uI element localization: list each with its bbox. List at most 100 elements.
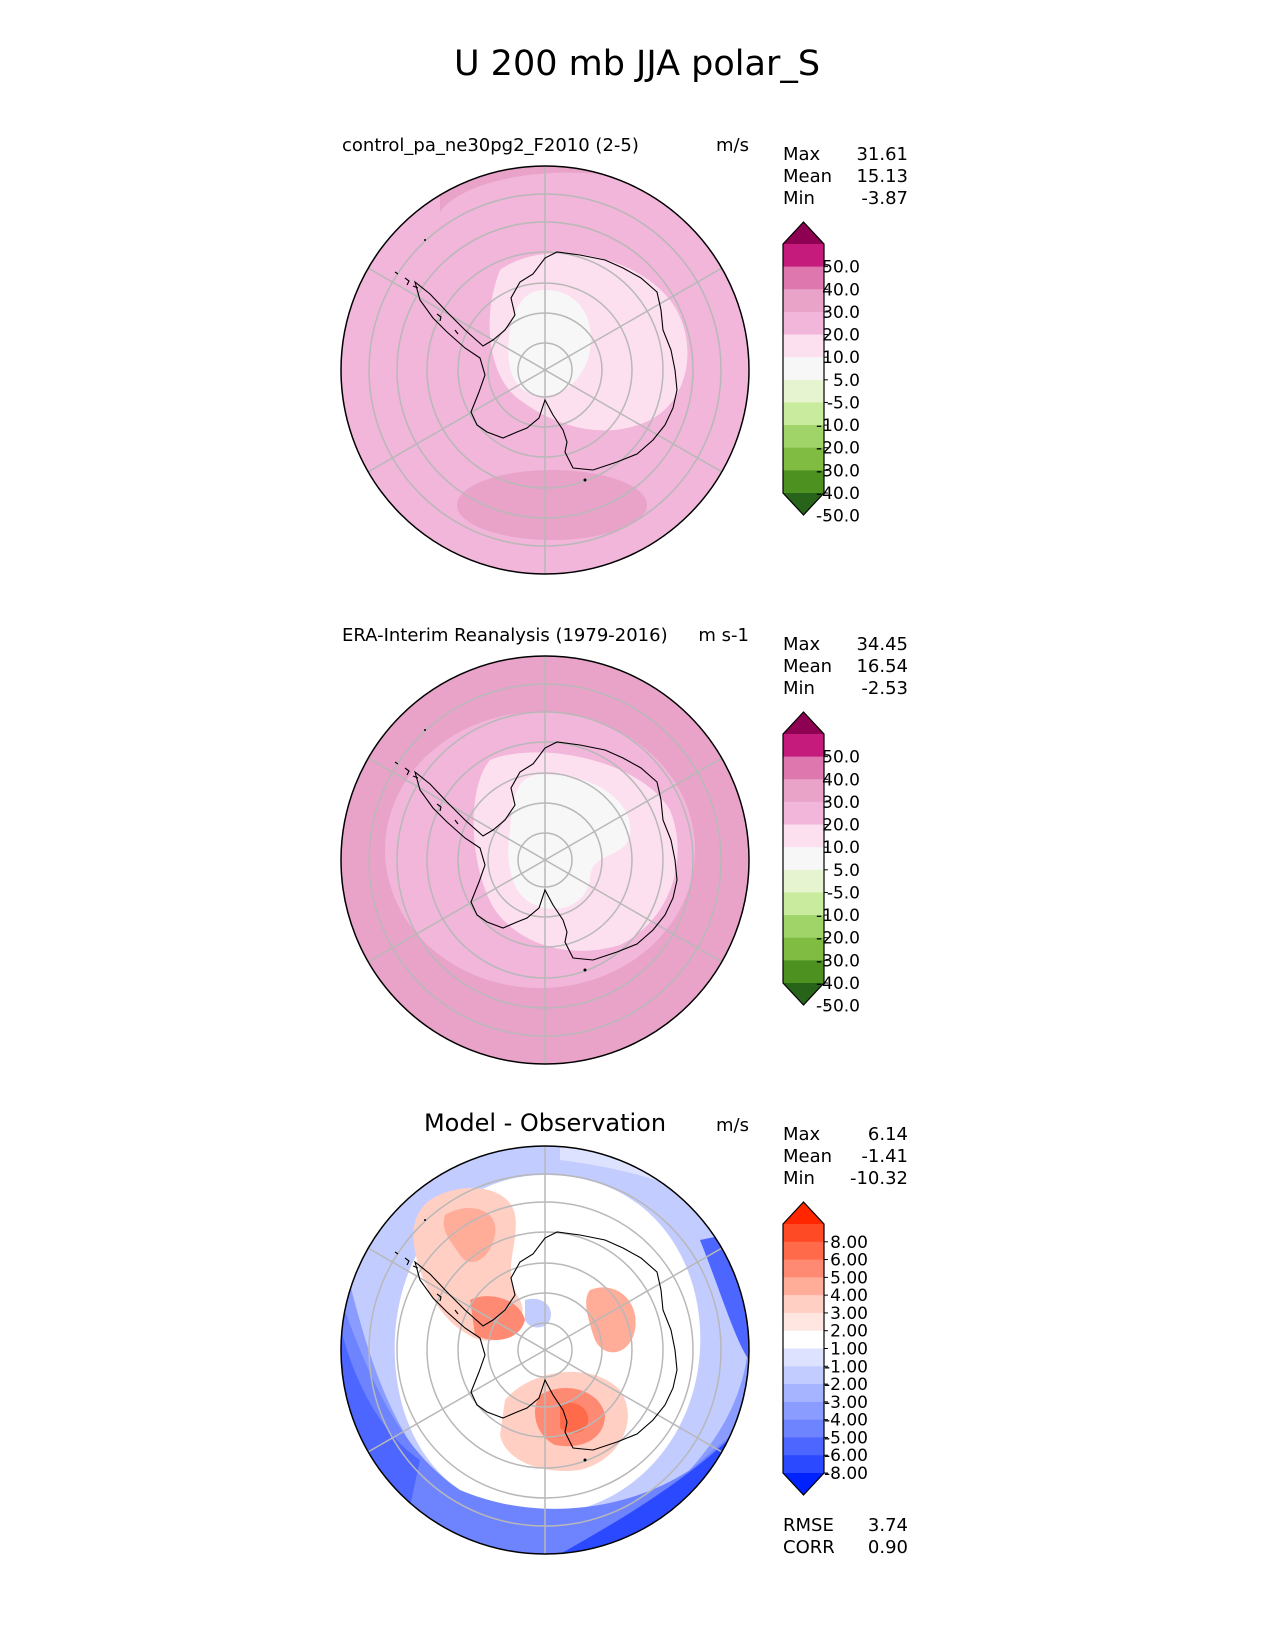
svg-text:Mean: Mean (783, 656, 832, 677)
colorbar-2-tick-label: -2.00 (824, 1375, 868, 1395)
panel-obs-units: m s-1 (698, 625, 749, 646)
colorbar-1-tick-label: -5.0 (827, 883, 860, 903)
colorbar-2-segment (783, 1348, 824, 1367)
colorbar-2-segment (783, 1312, 824, 1332)
colorbar-1-segment (783, 801, 824, 826)
colorbar-2-segment (783, 1419, 824, 1438)
panel-diff-units: m/s (716, 1115, 749, 1136)
panel-obs-colorbar: 50.040.0 30.0 20.010.0 5.0-5.0 -10.0 -20.0-30… (782, 711, 860, 1017)
colorbar-0-tick-label: -50.0 (816, 507, 860, 527)
colorbar-0-segment (783, 425, 824, 449)
colorbar-2-segment (783, 1241, 824, 1261)
colorbar-2-tick-label: 1.00 (830, 1340, 868, 1360)
svg-text:-10.32: -10.32 (850, 1168, 908, 1189)
panel-diff-metrics: RMSE 3.74 CORR 0.90 (783, 1515, 908, 1558)
colorbar-1-segment (783, 779, 824, 803)
colorbar-1-extend-min (783, 983, 824, 1005)
colorbar-2-segment (783, 1401, 824, 1421)
svg-text:-1.41: -1.41 (861, 1146, 908, 1167)
panel-diff-colorbar: 8.006.005.004.003.002.001.00-1.00-2.00-3… (782, 1201, 868, 1496)
svg-text:31.61: 31.61 (856, 144, 908, 165)
panel-obs: ERA-Interim Reanalysis (1979-2016) m s-1… (340, 625, 908, 1065)
colorbar-2-segment (783, 1277, 824, 1296)
svg-text:Max: Max (783, 144, 821, 165)
figure-title: U 200 mb JJA polar_S (454, 44, 820, 84)
colorbar-1-tick-label: 40.0 (822, 770, 860, 790)
panel-diff: Model - Observation m/s (340, 1109, 908, 1558)
svg-text:Min: Min (783, 188, 815, 209)
colorbar-2-tick-label: -1.00 (824, 1357, 868, 1377)
svg-text:-2.53: -2.53 (861, 678, 908, 699)
colorbar-2-tick-label: 4.00 (830, 1286, 868, 1306)
panel-model-units: m/s (716, 135, 749, 156)
svg-text:16.54: 16.54 (856, 656, 908, 677)
colorbar-1-tick-label: 5.0 (833, 861, 860, 881)
colorbar-2-segment (783, 1224, 824, 1243)
colorbar-1-segment (783, 937, 824, 961)
colorbar-0-segment (783, 289, 824, 313)
panel-obs-title: ERA-Interim Reanalysis (1979-2016) (342, 625, 668, 646)
svg-text:Max: Max (783, 1124, 821, 1145)
colorbar-2-tick-label: -3.00 (824, 1393, 868, 1413)
colorbar-0-tick-label: -40.0 (816, 484, 860, 504)
colorbar-1-tick-label: 30.0 (822, 793, 860, 813)
colorbar-2-tick-label: -4.00 (824, 1411, 868, 1431)
svg-text:Mean: Mean (783, 166, 832, 187)
panel-model-colorbar: 50.040.0 30.0 20.010.0 5.0-5.0 -10.0 -20.0-30… (782, 221, 860, 527)
svg-text:RMSE: RMSE (783, 1515, 834, 1536)
colorbar-1-tick-label: 10.0 (822, 838, 860, 858)
colorbar-0-tick-label: 20.0 (822, 326, 860, 346)
colorbar-0-tick-label: 50.0 (822, 258, 860, 278)
colorbar-2-tick-label: 2.00 (830, 1322, 868, 1342)
svg-text:6.14: 6.14 (868, 1124, 908, 1145)
panel-diff-stats: Max 6.14 Mean -1.41 Min -10.32 (783, 1124, 908, 1189)
colorbar-0-tick-label: 5.0 (833, 371, 860, 391)
panel-obs-graticule (367, 656, 723, 1064)
colorbar-2-segment (783, 1366, 824, 1385)
colorbar-0-segment (783, 447, 824, 471)
colorbar-1-segment (783, 824, 824, 848)
colorbar-0-tick-label: -20.0 (816, 439, 860, 459)
colorbar-1-segment (783, 960, 824, 984)
svg-text:34.45: 34.45 (856, 634, 908, 655)
colorbar-1-tick-label: -10.0 (816, 906, 860, 926)
panel-model-graticule (367, 166, 723, 574)
colorbar-0-extend-min (783, 493, 824, 515)
colorbar-0-tick-label: 30.0 (822, 303, 860, 323)
svg-text:0.90: 0.90 (868, 1537, 908, 1558)
colorbar-1-segment (783, 892, 824, 916)
colorbar-1-tick-label: -50.0 (816, 997, 860, 1017)
colorbar-0-segment (783, 334, 824, 358)
colorbar-0-tick-label: -10.0 (816, 416, 860, 436)
panel-diff-graticule (367, 1146, 723, 1554)
svg-text:-3.87: -3.87 (861, 188, 908, 209)
colorbar-2-tick-label: 5.00 (830, 1268, 868, 1288)
colorbar-1-tick-label: -40.0 (816, 974, 860, 994)
colorbar-0-tick-label: -5.0 (827, 393, 860, 413)
colorbar-2-tick-label: -6.00 (824, 1446, 868, 1466)
svg-text:CORR: CORR (783, 1537, 835, 1558)
panel-model: control_pa_ne30pg2_F2010 (2-5) m/s Max 3… (340, 135, 908, 575)
panel-obs-stats: Max 34.45 Mean 16.54 Min -2.53 (783, 634, 908, 699)
svg-text:Min: Min (783, 678, 815, 699)
colorbar-1-segment (783, 756, 824, 780)
colorbar-2-tick-label: 8.00 (830, 1233, 868, 1253)
colorbar-1-segment (783, 847, 824, 871)
colorbar-1-extend-max (783, 712, 824, 734)
colorbar-0-tick-label: -30.0 (816, 461, 860, 481)
colorbar-2-segment (783, 1455, 824, 1474)
colorbar-0-tick-label: 40.0 (822, 280, 860, 300)
colorbar-0-segment (783, 402, 824, 426)
panel-diff-title: Model - Observation (424, 1109, 666, 1137)
colorbar-2-segment (783, 1259, 824, 1278)
colorbar-2-segment (783, 1437, 824, 1456)
panel-model-stats: Max 31.61 Mean 15.13 Min -3.87 (783, 144, 908, 209)
panel-model-title: control_pa_ne30pg2_F2010 (2-5) (342, 135, 639, 156)
colorbar-1-segment (783, 869, 824, 893)
colorbar-2-tick-label: -8.00 (824, 1464, 868, 1484)
colorbar-2-tick-label: -5.00 (824, 1428, 868, 1448)
colorbar-2-segment (783, 1295, 824, 1314)
colorbar-0-segment (783, 311, 824, 336)
colorbar-2-segment (783, 1384, 824, 1403)
